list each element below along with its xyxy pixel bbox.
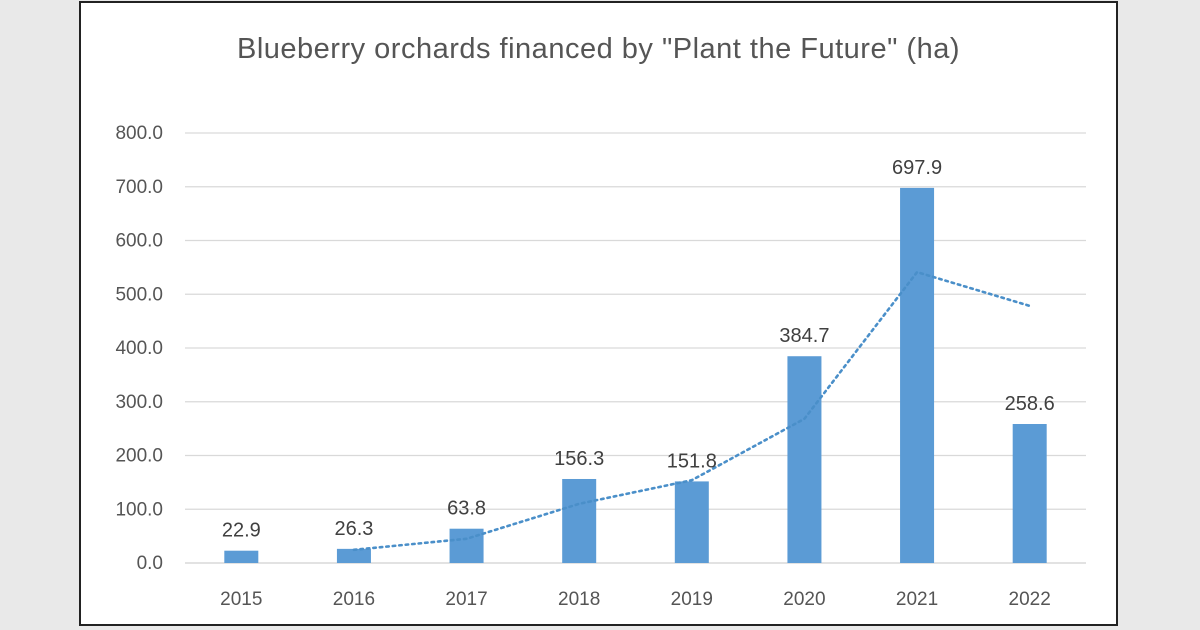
data-label: 151.8 <box>667 450 717 472</box>
bar-2019 <box>674 481 709 563</box>
bar-2021 <box>900 187 935 563</box>
chart-plot: 0.0 100.0 200.0 300.0 400.0 500.0 600.0 700.0 80… <box>115 123 1086 610</box>
data-label: 63.8 <box>447 498 486 520</box>
bar-2020 <box>787 356 822 563</box>
y-tick-label: 600.0 <box>115 231 163 252</box>
y-tick-label: 500.0 <box>115 284 163 305</box>
x-tick-label: 2020 <box>783 589 825 610</box>
y-tick-label: 300.0 <box>115 392 163 413</box>
data-label: 697.9 <box>892 157 942 179</box>
x-tick-label: 2018 <box>558 589 600 610</box>
trendline <box>352 270 1032 552</box>
x-tick-label: 2015 <box>220 589 262 610</box>
y-tick-label: 200.0 <box>115 446 163 467</box>
data-label: 258.6 <box>1005 393 1055 415</box>
bar-2016 <box>336 548 371 563</box>
chart-frame: Blueberry orchards financed by "Plant th… <box>79 1 1118 626</box>
y-tick-label: 0.0 <box>137 553 163 574</box>
x-tick-label: 2022 <box>1009 589 1051 610</box>
bar-2022 <box>1012 424 1047 563</box>
x-tick-label: 2019 <box>671 589 713 610</box>
y-tick-label: 800.0 <box>115 123 163 144</box>
data-label: 156.3 <box>554 448 604 470</box>
x-tick-label: 2017 <box>445 589 487 610</box>
y-tick-label: 100.0 <box>115 499 163 520</box>
y-tick-label: 400.0 <box>115 338 163 359</box>
bar-2015 <box>224 550 259 563</box>
data-label: 26.3 <box>334 518 373 540</box>
data-label: 384.7 <box>779 325 829 347</box>
x-tick-label: 2021 <box>896 589 938 610</box>
data-label: 22.9 <box>222 520 261 542</box>
bar-2018 <box>562 478 597 563</box>
chart-title: Blueberry orchards financed by "Plant th… <box>237 33 960 65</box>
x-tick-label: 2016 <box>333 589 375 610</box>
y-tick-label: 700.0 <box>115 177 163 198</box>
